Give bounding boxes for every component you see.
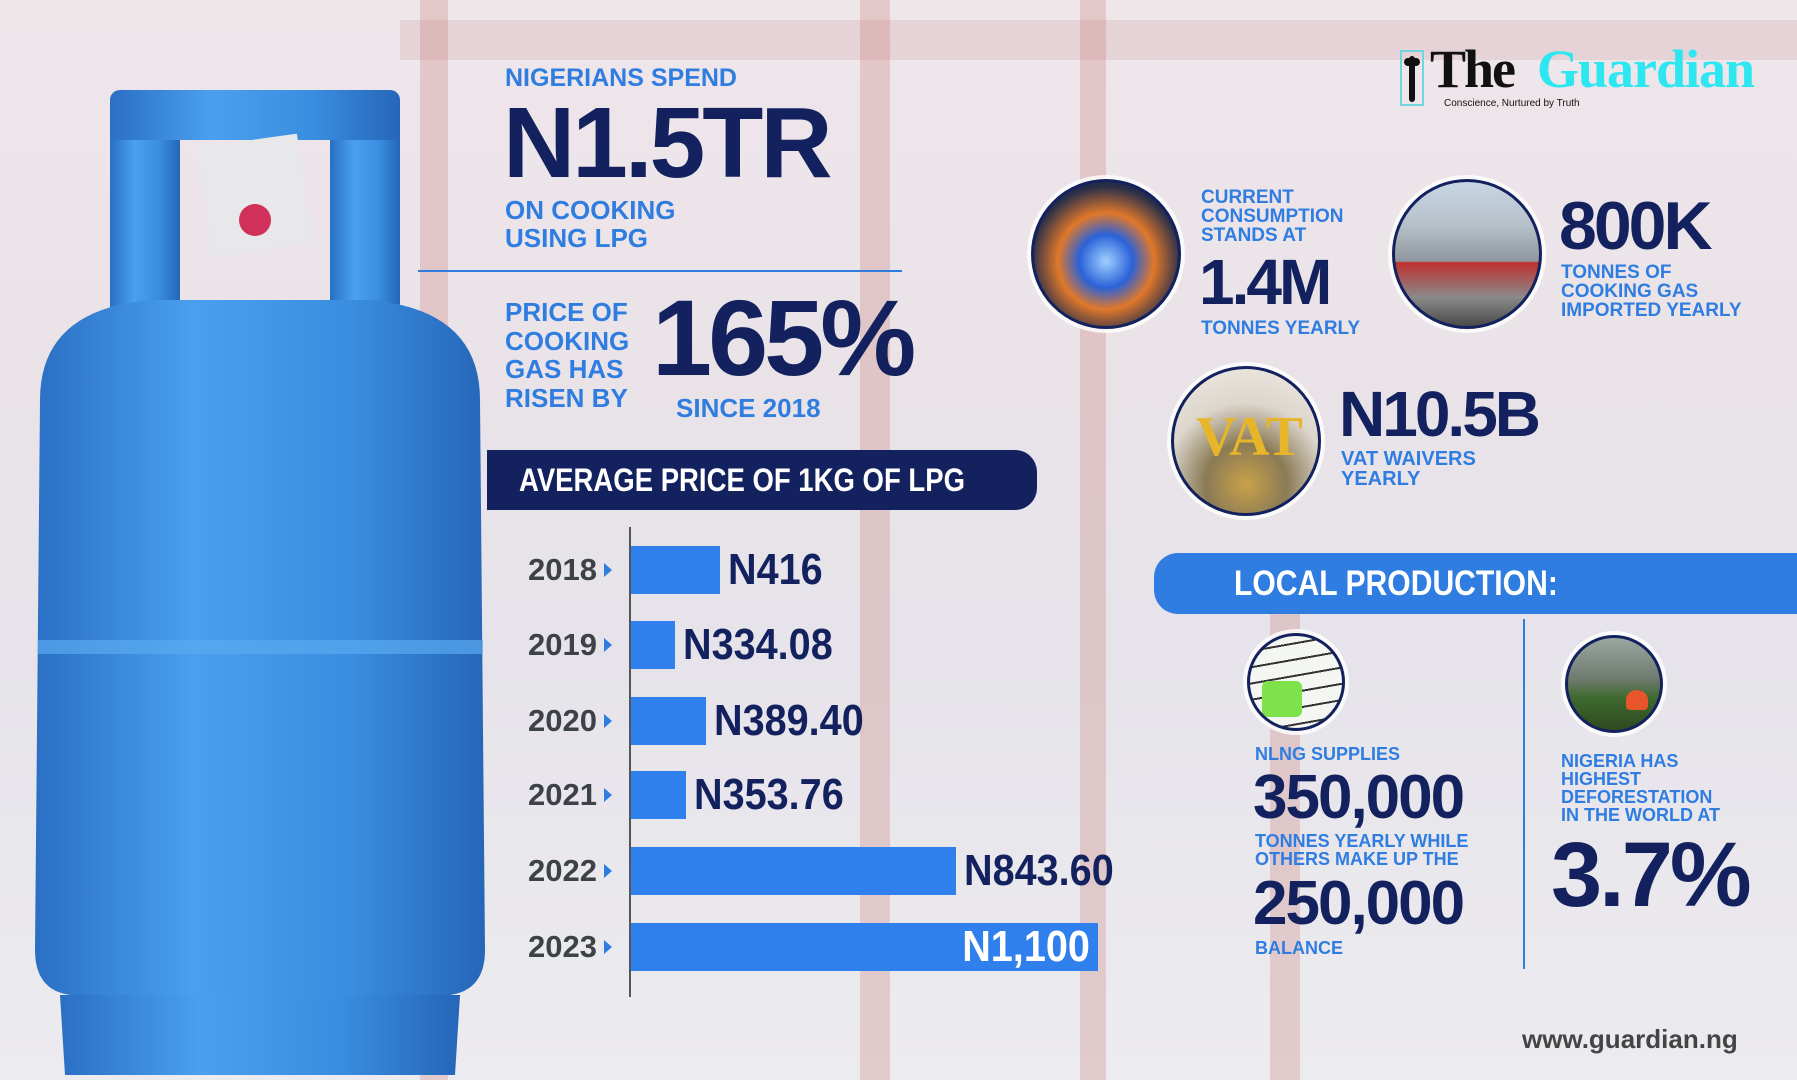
divider bbox=[418, 270, 902, 272]
price-rise-percent: 165% bbox=[652, 277, 916, 398]
forest-fire-icon bbox=[1565, 635, 1663, 733]
headline-outro: ON COOKING USING LPG bbox=[505, 196, 675, 252]
vat-coins-icon: VAT bbox=[1171, 366, 1321, 516]
year-label: 2019 bbox=[528, 627, 597, 662]
bar-2021 bbox=[631, 771, 687, 819]
arrow-right-icon bbox=[604, 788, 612, 802]
bar-2019 bbox=[631, 621, 676, 669]
bar-2018 bbox=[631, 546, 721, 594]
arrow-right-icon bbox=[604, 940, 612, 954]
value-label: N334.08 bbox=[683, 620, 833, 669]
nlng-mid-line: OTHERS MAKE UP THE bbox=[1255, 849, 1459, 869]
deforestation-line: IN THE WORLD AT bbox=[1561, 805, 1720, 825]
imports-line: TONNES OF bbox=[1561, 262, 1672, 283]
imports-text: TONNES OF COOKING GAS IMPORTED YEARLY bbox=[1561, 263, 1742, 320]
imports-value: 800K bbox=[1559, 188, 1713, 264]
price-rise-line: COOKING bbox=[505, 325, 630, 356]
fire-shape bbox=[1626, 690, 1648, 710]
year-label: 2020 bbox=[528, 703, 597, 738]
bar-2020 bbox=[631, 697, 706, 745]
arrow-right-icon bbox=[604, 638, 612, 652]
gas-tanker-truck-icon bbox=[1392, 179, 1542, 329]
deforestation-value: 3.7% bbox=[1551, 824, 1752, 926]
website-url: www.guardian.ng bbox=[1522, 1024, 1738, 1054]
background-pole bbox=[860, 0, 890, 1080]
year-label: 2023 bbox=[528, 929, 597, 964]
price-rise-line: PRICE OF bbox=[505, 297, 628, 327]
nlng-outro: BALANCE bbox=[1255, 938, 1343, 958]
price-rise-line: GAS HAS bbox=[505, 354, 624, 384]
logo-guardian: Guardian bbox=[1537, 39, 1755, 99]
deforestation-line: DEFORESTATION bbox=[1561, 787, 1713, 807]
deforestation-line: NIGERIA HAS bbox=[1561, 751, 1679, 771]
price-rise-text: PRICE OF COOKING GAS HAS RISEN BY bbox=[505, 298, 629, 412]
nlng-logo-shape bbox=[1262, 681, 1302, 717]
consumption-text: CURRENT CONSUMPTION STANDS AT bbox=[1201, 188, 1344, 245]
chart-title-banner: AVERAGE PRICE OF 1KG OF LPG bbox=[487, 450, 1037, 510]
nlng-mid-text: TONNES YEARLY WHILE OTHERS MAKE UP THE bbox=[1255, 832, 1468, 868]
imports-line: IMPORTED YEARLY bbox=[1561, 300, 1742, 321]
gas-stove-flame-icon bbox=[1031, 179, 1181, 329]
vat-letters: VAT bbox=[1196, 406, 1303, 468]
background-canopy bbox=[400, 20, 1797, 60]
others-value: 250,000 bbox=[1253, 869, 1465, 938]
value-label: N843.60 bbox=[964, 846, 1115, 895]
vat-text: VAT WAIVERS YEARLY bbox=[1341, 449, 1476, 489]
local-production-banner: LOCAL PRODUCTION: bbox=[1154, 553, 1797, 614]
deforestation-line: HIGHEST bbox=[1561, 769, 1642, 789]
guardian-logo: The Guardian Conscience, Nurtured by Tru… bbox=[1400, 42, 1770, 112]
consumption-value: 1.4M bbox=[1199, 246, 1332, 318]
arrow-right-icon bbox=[604, 864, 612, 878]
value-label: N389.40 bbox=[713, 696, 864, 745]
chart-axis bbox=[629, 527, 631, 997]
logo-tagline: Conscience, Nurtured by Truth bbox=[1444, 98, 1580, 109]
consumption-line: CURRENT bbox=[1201, 187, 1294, 208]
local-production-title: LOCAL PRODUCTION: bbox=[1234, 564, 1558, 603]
value-label: N1,100 bbox=[962, 922, 1090, 971]
consumption-line: STANDS AT bbox=[1201, 225, 1307, 246]
logo-the: The bbox=[1430, 39, 1516, 99]
headline-outro-line: ON COOKING bbox=[505, 195, 676, 225]
price-rise-since: SINCE 2018 bbox=[676, 393, 821, 423]
price-rise-line: RISEN BY bbox=[505, 382, 628, 413]
value-label: N353.76 bbox=[694, 770, 844, 819]
value-label: N416 bbox=[728, 545, 824, 594]
arrow-right-icon bbox=[604, 714, 612, 728]
nlng-mid-line: TONNES YEARLY WHILE bbox=[1255, 831, 1469, 851]
nlng-value: 350,000 bbox=[1253, 763, 1465, 832]
nlng-intro: NLNG SUPPLIES bbox=[1255, 744, 1401, 764]
deforestation-text: NIGERIA HAS HIGHEST DEFORESTATION IN THE… bbox=[1561, 752, 1720, 824]
logo-emblem-icon bbox=[1400, 50, 1424, 106]
year-label: 2018 bbox=[528, 552, 597, 587]
vat-line: YEARLY bbox=[1341, 468, 1421, 490]
consumption-unit: TONNES YEARLY bbox=[1201, 318, 1361, 339]
bar-2022 bbox=[631, 847, 957, 895]
consumption-line: CONSUMPTION bbox=[1201, 206, 1344, 227]
imports-line: COOKING GAS bbox=[1561, 281, 1699, 302]
headline-outro-line: USING LPG bbox=[505, 223, 649, 253]
bar-2023 bbox=[631, 923, 1098, 971]
gas-cylinder-icon bbox=[35, 90, 485, 1075]
arrow-right-icon bbox=[604, 563, 612, 577]
nlng-plant-icon bbox=[1247, 633, 1345, 731]
year-label: 2021 bbox=[528, 777, 597, 812]
vat-value: N10.5B bbox=[1339, 378, 1541, 450]
year-label: 2022 bbox=[528, 853, 597, 888]
headline-intro: NIGERIANS SPEND bbox=[505, 64, 737, 92]
background-pole bbox=[1080, 0, 1106, 1080]
vat-line: VAT WAIVERS bbox=[1341, 448, 1476, 470]
headline-amount: N1.5TR bbox=[503, 87, 833, 199]
chart-title: AVERAGE PRICE OF 1KG OF LPG bbox=[519, 462, 965, 498]
divider-vertical bbox=[1523, 619, 1525, 969]
